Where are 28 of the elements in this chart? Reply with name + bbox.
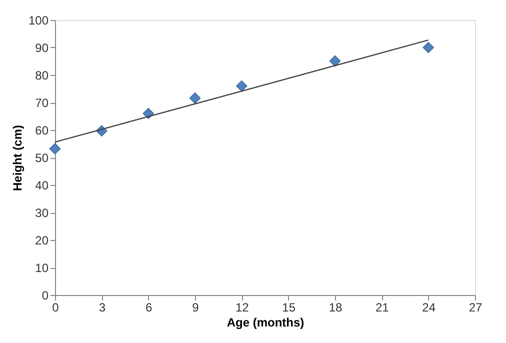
x-tick-label: 15 xyxy=(282,300,296,314)
point xyxy=(422,42,434,54)
x-tick-label: 9 xyxy=(192,300,200,314)
x-tick-label: 0 xyxy=(52,300,60,314)
point xyxy=(189,92,201,104)
y-tick-label: 40 xyxy=(35,178,49,192)
x-tick-label: 21 xyxy=(375,300,390,314)
y-tick-label: 100 xyxy=(28,14,49,28)
y-tick-label: 10 xyxy=(35,261,49,275)
x-tick-label: 18 xyxy=(328,300,342,314)
point xyxy=(329,55,341,67)
x-axis-title: Age (months) xyxy=(226,316,304,330)
x-tick-label: 6 xyxy=(145,300,152,314)
y-tick-label: 50 xyxy=(35,151,49,165)
x-tick-label: 12 xyxy=(235,300,250,314)
point xyxy=(49,143,61,154)
y-tick-label: 0 xyxy=(42,288,49,302)
y-axis-title: Height (cm) xyxy=(10,124,24,191)
y-tick-label: 20 xyxy=(35,234,49,248)
y-tick-label: 80 xyxy=(35,68,49,82)
x-tick-label: 3 xyxy=(98,300,106,314)
point xyxy=(236,80,248,92)
x-tick-label: 27 xyxy=(468,300,482,314)
y-tick-label: 90 xyxy=(35,41,49,55)
y-tick-label: 30 xyxy=(35,206,49,220)
x-tick-label: 24 xyxy=(422,300,436,314)
y-tick-label: 70 xyxy=(35,96,49,110)
y-tick-label: 60 xyxy=(35,124,49,138)
